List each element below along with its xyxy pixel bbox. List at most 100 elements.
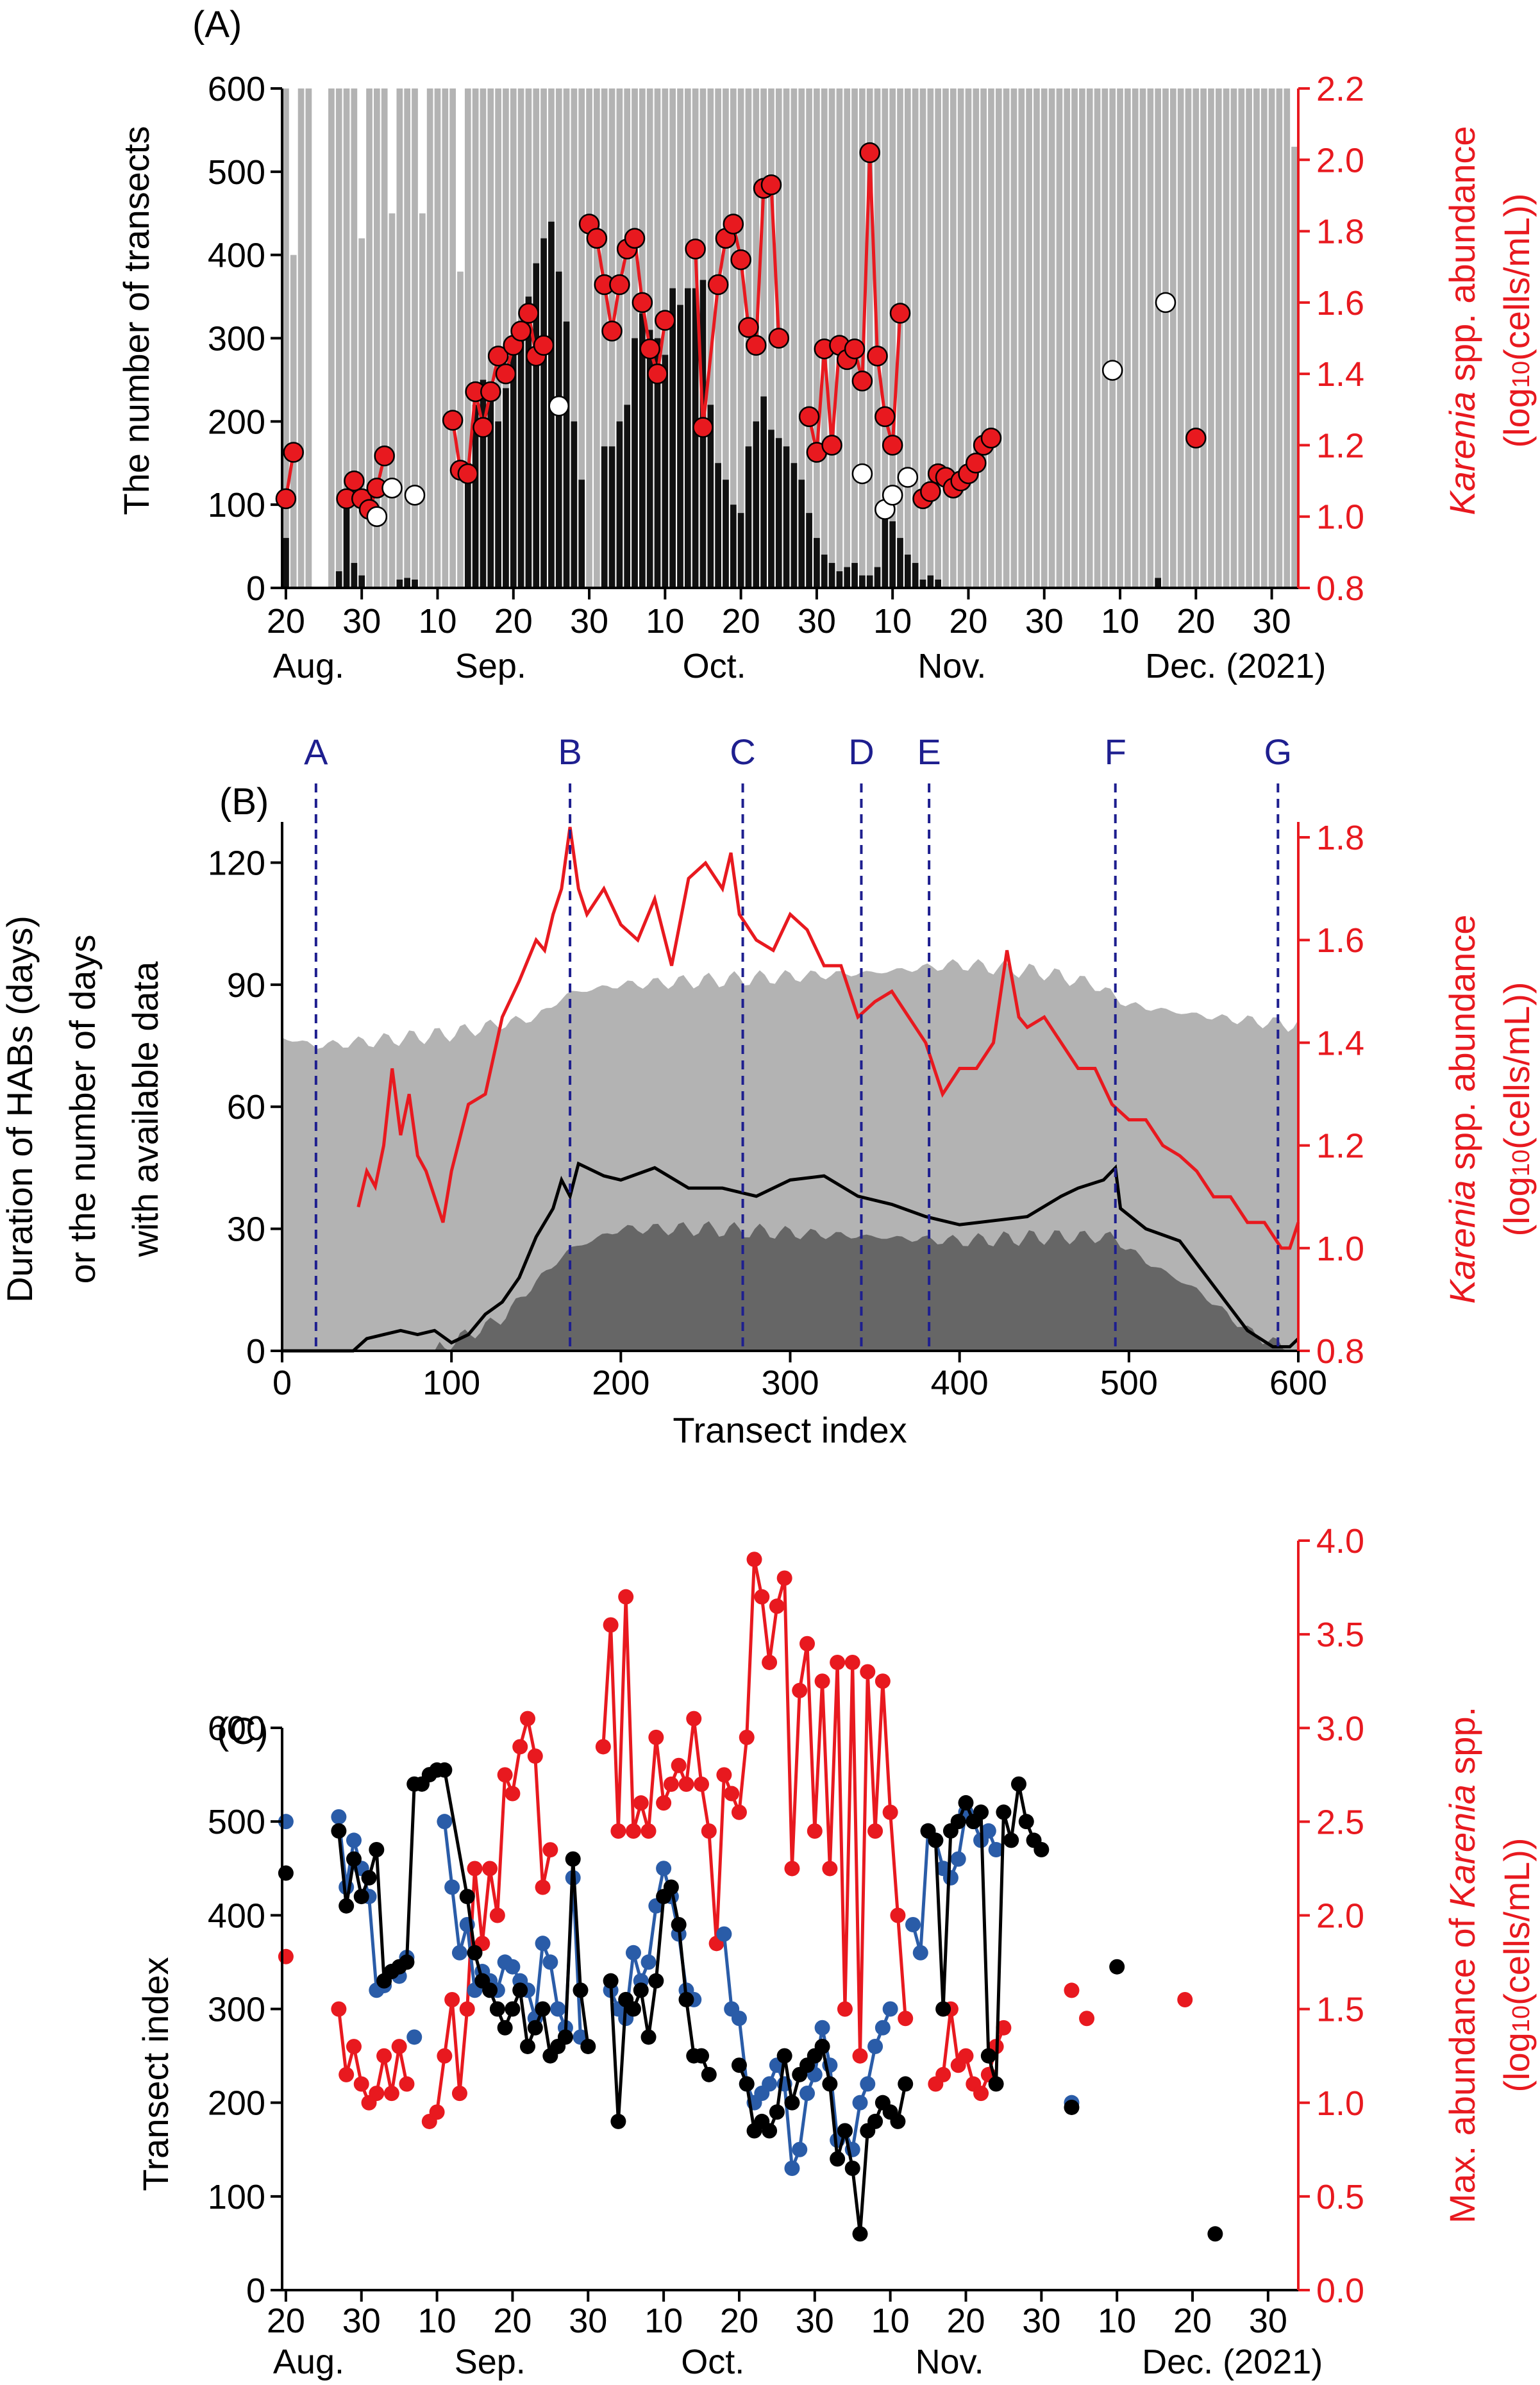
transect-index-black-point [437,1762,453,1778]
transect-index-blue-point [799,2086,816,2102]
x-tick-label: 10 [873,602,912,640]
black-bar [555,271,562,588]
red-point [821,435,842,456]
transect-index-blue-point [814,2020,830,2036]
y-tick-label: 100 [208,2178,265,2216]
y2-tick-label: 1.6 [1316,921,1364,960]
transect-index-black-point [678,1991,694,2007]
transect-index-black-point [1010,1776,1026,1792]
max-abundance-point [716,1767,732,1783]
max-abundance-point [369,2086,385,2102]
gray-bar [1200,88,1207,588]
gray-bar [1193,88,1200,588]
red-point [609,274,630,296]
transect-marker-label: G [1264,732,1293,772]
gray-bar [821,88,828,588]
black-bar [783,446,790,588]
unit-a: (log [1496,388,1537,448]
transect-index-black-point [482,1982,498,1998]
x-tick-label: 20 [267,2302,305,2340]
black-bar [571,421,578,588]
transect-index-black-point [459,1889,475,1905]
x-tick-label: 400 [931,1364,989,1402]
x-tick-label: 30 [798,602,836,640]
panel-b-plot: A B C D E F G 0 30 60 90 120 0.8 1.0 1.2 1.4 1.6 1.8 0 100 2… [208,732,1364,1402]
red-point [1185,428,1207,449]
max-abundance-point [769,1598,785,1614]
red-point [730,249,751,271]
black-bar [495,421,501,588]
unit-sub: 10 [1508,2005,1535,2032]
panel-a-y2label-2: (log10(cells/mL)) [1496,194,1537,448]
gray-bar [1003,88,1010,588]
panel-b-label: (B) [219,781,269,823]
y2-tick-label: 2.0 [1316,141,1364,180]
transect-index-blue-point [542,1954,558,1970]
red-point [655,310,676,331]
red-point [723,213,744,235]
gray-bar [1056,88,1063,588]
gray-bar [297,88,305,588]
black-bar [768,430,774,588]
y2-tick-label: 1.8 [1316,213,1364,251]
transect-index-black-point [573,1982,589,1998]
month-label: Oct. [681,2343,744,2381]
gray-bar [374,88,380,588]
gray-bar [328,88,335,588]
max-abundance-point [671,1757,687,1773]
x-tick-label: 30 [569,2302,607,2340]
transect-index-black-point [489,2001,505,2017]
transect-index-blue-point [852,2095,868,2111]
transect-index-black-point [663,1879,679,1895]
y2-tick-label: 1.2 [1316,1127,1364,1166]
gray-bar [290,255,297,589]
black-bar [343,505,350,588]
gray-bar [419,213,426,588]
gray-bar [457,271,464,588]
x-tick-label: 30 [796,2302,834,2340]
transect-index-black-point [701,2066,717,2082]
transect-index-blue-point [762,2076,778,2092]
black-bar [487,396,494,588]
black-bar [874,567,881,588]
gray-bar [723,88,729,588]
y2-tick-label: 2.2 [1316,70,1364,108]
black-bar [904,555,911,588]
transect-index-black-point [640,2029,657,2045]
white-point [1101,360,1123,381]
abundance-line [356,826,1300,1250]
y2-tick-label: 0.0 [1316,2272,1364,2310]
red-point [283,442,304,463]
transect-index-blue-point [784,2160,800,2176]
black-bar [723,480,729,588]
gray-bar [912,88,919,588]
month-label: Dec. (2021) [1145,647,1326,685]
gray-bar [578,88,585,588]
x-tick-label: 30 [342,2302,381,2340]
gray-bar [624,88,631,588]
gray-bar [1177,88,1184,588]
x-tick-label: 200 [592,1364,649,1402]
transect-index-black-point [278,1865,294,1881]
transect-index-black-point [935,2001,951,2017]
transect-index-black-point [731,2057,747,2073]
black-bar [851,563,858,588]
transect-index-blue-point [444,1879,460,1895]
month-label: Aug. [273,647,344,685]
red-point [746,335,767,356]
transect-index-black-point [603,1973,619,1989]
x-tick-label: 30 [342,602,381,640]
transect-index-black-point [830,2151,846,2167]
max-abundance-point [444,1992,460,2008]
black-bar [503,388,509,588]
transect-index-black-point [467,1945,483,1961]
y-tick-label: 0 [246,569,265,608]
y-tick-label: 0 [246,2272,265,2310]
max-abundance-point [542,1842,558,1858]
max-abundance-point [346,2039,362,2055]
transect-index-black-point [361,1870,377,1886]
max-abundance-point [1079,2011,1095,2027]
gray-bar [1041,88,1048,588]
gray-bar [980,88,987,588]
max-abundance-point [1064,1982,1080,1998]
